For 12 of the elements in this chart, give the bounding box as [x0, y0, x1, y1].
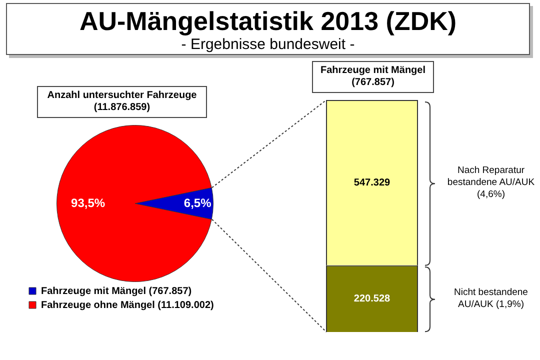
data-label: 220.528 — [354, 293, 391, 304]
legend-label: Fahrzeuge mit Mängel (767.857) — [41, 286, 192, 297]
data-label: 93,5% — [71, 196, 106, 210]
text: Anzahl untersuchter Fahrzeuge (11.876.859) — [37, 86, 207, 118]
data-label: 6,5% — [184, 196, 212, 210]
text: AU-Mängelstatistik 2013 (ZDK) — [78, 6, 458, 36]
chart-title: Fahrzeuge mit Mängel (767.857) — [312, 61, 434, 93]
text: - Ergebnisse bundesweit - — [180, 36, 356, 53]
legend-label: Fahrzeuge ohne Mängel (11.109.002) — [41, 300, 214, 311]
text: Nach Reparatur bestandene AU/AUK (4,6%) — [446, 164, 536, 201]
text: Nicht bestandene AU/AUK (1,9%) — [453, 286, 529, 311]
data-label: 547.329 — [354, 177, 391, 188]
